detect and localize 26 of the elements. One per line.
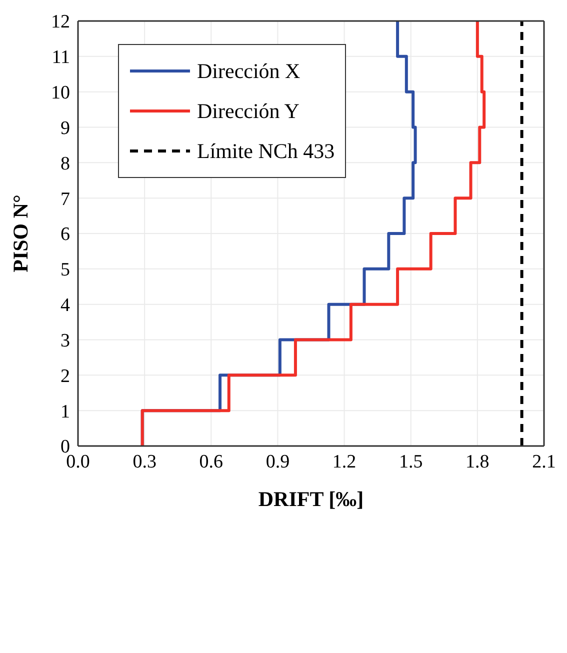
x-tick-label: 0.3 <box>132 451 156 472</box>
legend-label: Dirección X <box>197 58 300 84</box>
x-tick-label: 1.5 <box>398 451 423 472</box>
y-tick-label: 3 <box>60 330 70 352</box>
y-tick-label: 10 <box>51 82 70 104</box>
x-tick-label: 0.6 <box>199 451 224 472</box>
y-tick-label: 8 <box>60 153 70 174</box>
y-tick-label: 4 <box>60 295 70 316</box>
y-tick-label: 7 <box>60 188 70 210</box>
y-tick-label: 2 <box>60 366 70 387</box>
y-tick-label: 9 <box>60 118 70 139</box>
y-tick-label: 6 <box>60 224 70 246</box>
y-axis-title: PISO N° <box>8 194 32 272</box>
legend-label: Límite NCh 433 <box>197 138 335 164</box>
line-series <box>140 21 486 446</box>
y-tick-label: 1 <box>60 401 70 422</box>
y-tick-label: 11 <box>52 47 70 68</box>
y-tick-label: 12 <box>51 12 70 33</box>
x-tick-label: 0.9 <box>266 451 290 472</box>
x-tick-label: 1.8 <box>466 451 490 472</box>
x-tick-label: 2.1 <box>532 451 556 472</box>
y-tick-label: 5 <box>60 260 70 281</box>
legend-label: Dirección Y <box>197 98 300 124</box>
x-tick-label: 0.0 <box>66 451 90 472</box>
x-axis-title: DRIFT [‰] <box>258 487 364 511</box>
x-tick-label: 1.2 <box>332 451 356 472</box>
